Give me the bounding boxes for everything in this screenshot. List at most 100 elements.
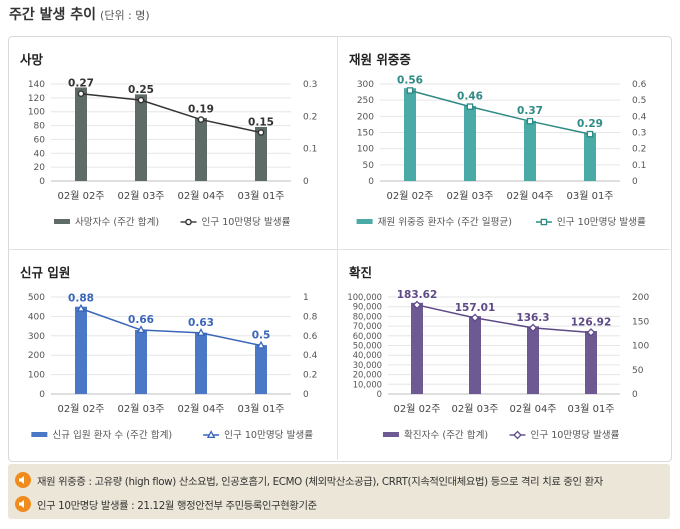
chart-title: 재원 위중증 <box>349 52 411 67</box>
y2-tick-label: 0 <box>632 390 638 400</box>
x-tick-label: 03월 01주 <box>567 403 614 415</box>
y2-tick-label: 0.2 <box>632 145 646 155</box>
y-tick-label: 20 <box>34 163 46 173</box>
y-tick-label: 0 <box>39 177 45 187</box>
legend-label: 인구 10만명당 발생률 <box>224 430 313 441</box>
y-tick-label: 100 <box>28 371 45 381</box>
y-tick-label: 50,000 <box>353 341 382 351</box>
data-label: 0.29 <box>577 118 603 130</box>
notes-box: 재원 위중증 : 고유량 (high flow) 산소요법, 인공호흡기, EC… <box>8 464 670 519</box>
y-tick-label: 250 <box>357 96 374 106</box>
rate-point <box>136 325 146 334</box>
y-tick-label: 0 <box>368 177 374 187</box>
note-item: 재원 위중증 : 고유량 (high flow) 산소요법, 인공호흡기, EC… <box>15 470 603 490</box>
x-tick-label: 02월 03주 <box>117 403 164 415</box>
data-label: 0.15 <box>248 117 274 129</box>
x-tick-label: 03월 01주 <box>566 190 613 202</box>
bar <box>75 306 87 394</box>
y2-tick-label: 150 <box>632 317 649 327</box>
rate-point <box>466 103 474 110</box>
legend-label: 재원 위중증 환자수 (주간 일평균) <box>378 216 512 228</box>
rate-point <box>586 130 594 138</box>
deaths-chart: 0 20 40 60 80 100 120 140 0 0.1 0.2 0.3 02월 02주 02월 0… <box>28 78 318 228</box>
data-label: 183.62 <box>397 289 438 301</box>
chart-title: 신규 입원 <box>20 265 71 280</box>
y2-tick-label: 200 <box>632 293 649 303</box>
rate-line <box>80 307 262 347</box>
y2-tick-label: 0.1 <box>303 145 317 155</box>
legend-label: 인구 10만명당 발생률 <box>202 217 291 228</box>
y-tick-label: 400 <box>28 312 45 322</box>
y2-tick-label: 0.3 <box>632 129 646 139</box>
chart-panel-confirmed: 확진 0 10,000 20,000 30,000 40,000 50,000 60,000… <box>338 250 667 462</box>
data-label: 0.56 <box>397 74 423 86</box>
y2-tick-label: 1 <box>303 293 309 303</box>
chart-panel-deaths: 사망 0 20 40 60 80 100 120 140 0 0.1 0.2 0.3 02월 02주 02… <box>9 37 338 249</box>
data-label: 0.19 <box>188 104 214 116</box>
x-tick-label: 03월 01주 <box>237 403 284 415</box>
note-text: 인구 10만명당 발생률 : 21.12월 행정안전부 주민등록인구현황기준 <box>37 499 317 512</box>
y2-tick-label: 0 <box>303 177 309 187</box>
x-tick-label: 02월 03주 <box>451 403 498 415</box>
data-label: 136.3 <box>516 312 549 324</box>
y-tick-label: 100 <box>28 108 45 118</box>
rate-line <box>416 304 592 334</box>
y-tick-label: 10,000 <box>353 379 382 389</box>
rate-point <box>257 129 265 136</box>
y-tick-label: 300 <box>28 332 45 342</box>
rate-line <box>409 89 591 135</box>
legend-label: 인구 10만명당 발생률 <box>557 217 646 228</box>
note-text: 재원 위중증 : 고유량 (high flow) 산소요법, 인공호흡기, EC… <box>37 475 603 488</box>
y-tick-label: 90,000 <box>353 302 382 312</box>
x-tick-label: 02월 03주 <box>446 190 493 202</box>
x-tick-label: 02월 04주 <box>509 403 556 415</box>
bar <box>404 88 416 181</box>
bar <box>135 94 147 181</box>
rate-point <box>137 96 145 104</box>
data-label: 0.25 <box>128 84 154 96</box>
bar <box>135 329 147 394</box>
unit-label: (단위 : 명) <box>100 9 150 22</box>
rate-point <box>76 303 86 312</box>
data-label: 126.92 <box>571 316 612 328</box>
bar <box>584 132 596 181</box>
rate-point <box>412 300 422 310</box>
bar <box>195 332 207 394</box>
data-label: 0.63 <box>188 317 214 329</box>
x-tick-label: 02월 03주 <box>117 190 164 202</box>
y-tick-label: 70,000 <box>353 321 382 331</box>
y-tick-label: 200 <box>28 351 45 361</box>
bar <box>585 331 597 394</box>
confirmed-chart: 010,00020,00030,00040,00050,00060,00070,… <box>347 289 649 441</box>
x-tick-label: 02월 04주 <box>177 403 224 415</box>
y-tick-label: 50 <box>363 161 375 171</box>
legend-label: 확진자수 (주간 합계) <box>404 429 488 441</box>
note-item: 인구 10만명당 발생률 : 21.12월 행정안전부 주민등록인구현황기준 <box>15 494 317 514</box>
x-tick-label: 03월 01주 <box>237 190 284 202</box>
y2-tick-label: 0 <box>632 177 638 187</box>
legend-marker <box>206 430 216 439</box>
legend-swatch <box>382 432 399 437</box>
speaker-icon <box>15 496 31 512</box>
x-tick-label: 02월 02주 <box>393 403 440 415</box>
y2-tick-label: 0.2 <box>303 371 317 381</box>
bar <box>255 345 267 394</box>
chart-title: 사망 <box>20 52 44 67</box>
y-tick-label: 500 <box>28 293 45 303</box>
rate-point <box>197 116 205 123</box>
admissions-chart: 0 100 200 300 400 500 0 0.2 0.4 0.6 0.8 1 02월 02주 02월… <box>28 293 318 441</box>
chart-title: 확진 <box>349 265 373 280</box>
rate-point <box>77 90 85 98</box>
legend-swatch <box>356 219 373 224</box>
y2-tick-label: 0.6 <box>632 80 647 90</box>
y2-tick-label: 0 <box>303 390 309 400</box>
rate-point <box>526 117 534 125</box>
rate-line <box>80 92 262 134</box>
bar <box>75 87 87 181</box>
y2-tick-label: 0.2 <box>303 112 317 122</box>
chart-panel-severe: 재원 위중증 0 50 100 150 200 250 300 0 0.1 0.2 0.3 0.4 0.… <box>338 37 667 249</box>
legend-marker <box>540 218 548 226</box>
y2-tick-label: 0.4 <box>303 351 318 361</box>
y-tick-label: 20,000 <box>353 370 382 380</box>
bar <box>195 117 207 181</box>
